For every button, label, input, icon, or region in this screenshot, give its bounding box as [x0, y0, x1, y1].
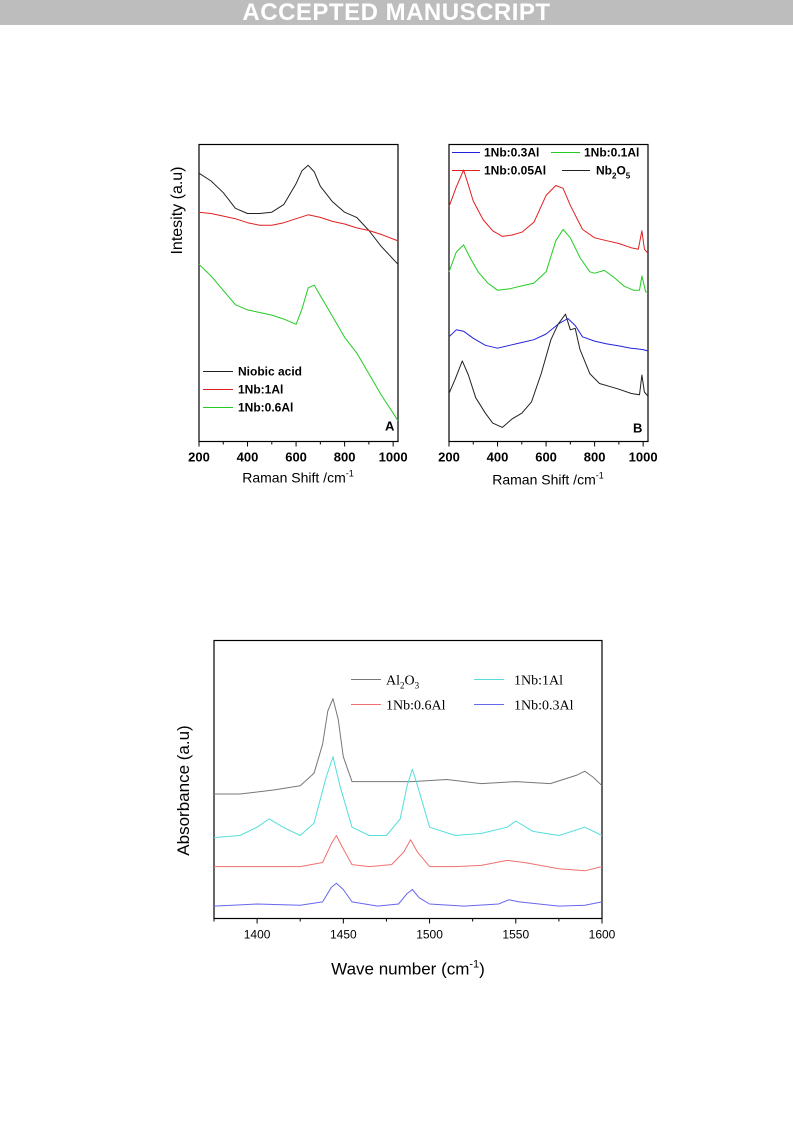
legend-label-nb2o5: Nb2O5 [596, 164, 631, 181]
legend-label-1nb-0-3al: 1Nb:0.3Al [484, 146, 539, 160]
series-line-1nb-0-3al-panel2 [448, 318, 649, 352]
series-line-niobic-acid-panel1 [198, 164, 399, 265]
panel-ir-x-label-sup: -1 [469, 959, 479, 971]
panel-b-x-label: Raman Shift /cm-1 [492, 471, 604, 488]
legend-label-1nb-0-3al-ir: 1Nb:0.3Al [514, 699, 574, 714]
legend-label-1nb-1al-ir: 1Nb:1Al [514, 674, 563, 689]
al2o3-part-o: O [405, 674, 415, 689]
x-tick-label-400: 400 [237, 450, 259, 465]
panel-b-frame [448, 143, 649, 443]
panel-a-x-label: Raman Shift /cm-1 [242, 469, 354, 486]
series-line-1nb-0-05al-panel2 [448, 169, 649, 254]
panel-ir-x-label: Wave number (cm-1) [331, 959, 485, 979]
nb2o5-sub-2: 2 [612, 172, 617, 181]
legend-label-1nb-0-1al: 1Nb:0.1Al [584, 146, 639, 160]
series-line-1nb-0-6al-panel1 [198, 263, 399, 421]
panel-a-letter: A [385, 419, 395, 434]
nb2o5-part-nb: Nb [596, 164, 612, 178]
x-tick-label-1600: 1600 [589, 928, 616, 942]
panel-ir-x-ticks: 1400 1450 1500 1550 1600 [213, 918, 616, 942]
panel-b-x-label-text: Raman Shift /cm [492, 472, 595, 488]
legend-label-niobic-acid: Niobic acid [238, 365, 302, 379]
panel-a-x-label-sup: -1 [346, 469, 354, 479]
legend-label-1nb-1al: 1Nb:1Al [238, 383, 283, 397]
panel-b-series [448, 169, 649, 428]
panel-a-y-label: Intesity (a.u) [169, 166, 186, 254]
accepted-manuscript-banner: ACCEPTED MANUSCRIPT [0, 0, 793, 26]
panel-a-y-label-text: Intesity (a.u) [169, 166, 186, 254]
legend-label-al2o3: Al2O3 [386, 674, 420, 691]
panel-ir-x-label-text: Wave number (cm [331, 960, 469, 979]
x-tick-label-1500: 1500 [416, 928, 443, 942]
panel-a-frame [198, 143, 399, 443]
panel-a-series [198, 164, 399, 421]
panel-b: 200 400 600 800 1000 Raman Shift /cm-1 B 1Nb… [438, 143, 658, 488]
series-line-1nb-1al-panel3 [213, 756, 603, 839]
series-line-nb2o5-panel2 [448, 313, 649, 428]
nb2o5-part-o: O [616, 164, 625, 178]
panel-ir-series [213, 698, 603, 907]
x-tick-label-600: 600 [285, 450, 307, 465]
panel-b-letter: B [633, 421, 642, 436]
panel-ir-y-label: Absorbance (a.u) [174, 725, 193, 855]
x-tick-label-200: 200 [188, 450, 210, 465]
panel-ir: 1400 1450 1500 1550 1600 Absorbance (a.u) Wa… [174, 639, 616, 979]
al2o3-part-al: Al [386, 674, 400, 689]
legend-label-1nb-0-6al-ir: 1Nb:0.6Al [386, 699, 446, 714]
x-tick-label-1000: 1000 [629, 450, 658, 465]
series-line-1nb-1al-panel1 [198, 211, 399, 242]
panel-ir-frame [213, 639, 603, 920]
x-tick-label-1450: 1450 [330, 928, 357, 942]
series-line-al2o3-panel3 [214, 698, 603, 795]
series-line-1nb-0-3al-panel3 [213, 882, 603, 907]
panel-b-x-label-sup: -1 [596, 471, 604, 481]
x-tick-label-800: 800 [334, 450, 356, 465]
x-tick-label-800: 800 [584, 450, 606, 465]
x-tick-label-200: 200 [438, 450, 460, 465]
panel-ir-legend: Al2O3 1Nb:1Al 1Nb:0.6Al 1Nb:0.3Al [351, 674, 574, 714]
x-tick-label-1550: 1550 [502, 928, 529, 942]
panel-a-x-label-text: Raman Shift /cm [242, 470, 345, 486]
x-tick-label-400: 400 [487, 450, 509, 465]
legend-label-1nb-0-05al: 1Nb:0.05Al [484, 164, 546, 178]
panel-ir-y-label-text: Absorbance (a.u) [174, 725, 193, 855]
figure-canvas: 200 400 600 800 1000 Intesity (a.u) Raman Sh… [169, 143, 658, 979]
series-line-1nb-0-6al-panel3 [214, 835, 603, 872]
x-tick-label-1000: 1000 [379, 450, 408, 465]
panel-a-x-ticks: 200 400 600 800 1000 [188, 441, 408, 465]
al2o3-sub-3: 3 [415, 681, 420, 691]
series-line-1nb-0-1al-panel2 [448, 228, 649, 294]
panel-ir-x-label-close: ) [479, 960, 485, 979]
panel-a: 200 400 600 800 1000 Intesity (a.u) Raman Sh… [169, 143, 408, 486]
nb2o5-sub-5: 5 [626, 172, 631, 181]
panel-b-x-ticks: 200 400 600 800 1000 [438, 441, 658, 465]
legend-label-1nb-0-6al: 1Nb:0.6Al [238, 401, 293, 415]
panel-b-legend: 1Nb:0.3Al 1Nb:0.1Al 1Nb:0.05Al Nb2O5 [452, 146, 639, 181]
al2o3-sub-2: 2 [400, 681, 405, 691]
panel-a-legend: Niobic acid 1Nb:1Al 1Nb:0.6Al [203, 365, 302, 415]
x-tick-label-600: 600 [535, 450, 557, 465]
x-tick-label-1400: 1400 [244, 928, 271, 942]
